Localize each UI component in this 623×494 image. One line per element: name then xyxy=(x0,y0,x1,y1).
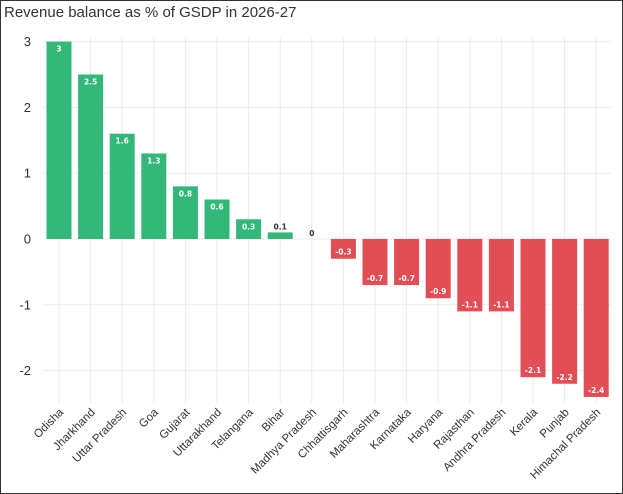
bar xyxy=(457,239,483,312)
bar xyxy=(425,239,451,299)
bar-layer xyxy=(46,41,609,397)
bar xyxy=(362,239,388,286)
data-label: 3 xyxy=(56,45,61,54)
bar xyxy=(394,239,420,286)
data-label: -2.4 xyxy=(588,386,604,395)
bar xyxy=(236,219,262,239)
bar xyxy=(488,239,514,312)
data-label: 1.3 xyxy=(147,156,160,165)
bar xyxy=(552,239,578,384)
data-label: 0.8 xyxy=(179,189,192,198)
data-label: -2.1 xyxy=(525,366,541,375)
data-label: 0.1 xyxy=(274,222,287,231)
data-label: 0 xyxy=(309,229,314,238)
bar xyxy=(78,74,104,239)
y-tick-label: 2 xyxy=(24,100,31,115)
y-tick-label: -2 xyxy=(19,363,31,378)
data-label: -0.7 xyxy=(398,274,414,283)
data-label: 2.5 xyxy=(84,78,97,87)
data-label: 0.3 xyxy=(242,222,255,231)
y-tick-label: 1 xyxy=(24,166,31,181)
y-tick-label: 3 xyxy=(24,34,31,49)
bar xyxy=(520,239,546,378)
bar xyxy=(583,239,609,397)
data-label: -2.2 xyxy=(556,373,572,382)
data-label: 1.6 xyxy=(116,137,129,146)
data-label: -1.1 xyxy=(462,300,478,309)
bar xyxy=(46,41,72,239)
bar xyxy=(172,186,198,239)
x-tick-label: Kerala xyxy=(508,406,540,438)
y-tick-label: -1 xyxy=(19,297,31,312)
bar xyxy=(267,232,293,239)
x-tick-label: Goa xyxy=(137,406,161,430)
bar xyxy=(141,153,167,239)
data-label: -0.3 xyxy=(335,248,351,257)
data-label: 0.6 xyxy=(210,203,223,212)
data-label: -1.1 xyxy=(493,300,509,309)
bar xyxy=(204,199,230,239)
bar xyxy=(330,239,356,259)
data-label: -0.9 xyxy=(430,287,446,296)
bar xyxy=(109,133,135,239)
y-tick-label: 0 xyxy=(24,232,31,247)
chart-title: Revenue balance as % of GSDP in 2026-27 xyxy=(4,4,297,21)
data-label: -0.7 xyxy=(367,274,383,283)
x-tick-label: Bihar xyxy=(260,407,288,435)
